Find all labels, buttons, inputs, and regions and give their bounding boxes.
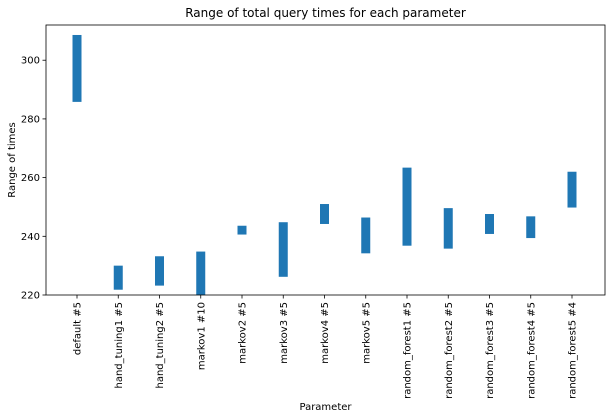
range-bar — [443, 208, 453, 249]
range-bar — [155, 256, 164, 286]
plot-frame — [45, 24, 606, 296]
range-bar — [320, 204, 329, 224]
x-axis: default #5 hand_tuning1 #5 hand_tuning2 #5… — [73, 295, 579, 399]
range-bar — [526, 216, 536, 239]
range-bar — [361, 217, 371, 254]
range-bar — [72, 34, 82, 102]
x-tick-label: default #5 — [73, 302, 84, 355]
range-bar — [237, 225, 247, 235]
range-bar — [402, 167, 412, 246]
range-bar — [485, 214, 494, 234]
y-tick-label: 240 — [21, 232, 40, 243]
x-tick-label: markov1 #10 — [196, 302, 207, 370]
x-tick-label: random_forest4 #5 — [526, 302, 537, 399]
x-tick-label: random_forest1 #5 — [403, 302, 414, 399]
x-tick-label: markov4 #5 — [320, 302, 331, 364]
chart-title: Range of total query times for each para… — [185, 6, 466, 20]
bars-group — [72, 34, 577, 295]
y-axis-label: Range of times — [7, 122, 18, 198]
x-tick-label: markov3 #5 — [279, 302, 290, 364]
y-tick-label: 300 — [21, 56, 40, 67]
y-axis: 220 240 260 280 300 — [21, 56, 46, 302]
y-tick-label: 280 — [21, 114, 40, 125]
x-tick-label: random_forest3 #5 — [485, 302, 496, 399]
x-tick-label: markov5 #5 — [361, 302, 372, 364]
x-tick-label: random_forest5 #4 — [568, 302, 579, 399]
range-bar — [196, 251, 206, 295]
y-tick-label: 220 — [21, 291, 40, 302]
x-tick-label: markov2 #5 — [238, 302, 249, 364]
range-bar — [567, 171, 577, 208]
x-axis-label: Parameter — [299, 402, 352, 413]
x-tick-label: random_forest2 #5 — [444, 302, 455, 399]
y-tick-label: 260 — [21, 173, 40, 184]
range-bar — [278, 222, 288, 277]
x-tick-label: hand_tuning1 #5 — [114, 302, 125, 389]
range-bar — [113, 265, 123, 290]
x-tick-label: hand_tuning2 #5 — [155, 302, 166, 389]
